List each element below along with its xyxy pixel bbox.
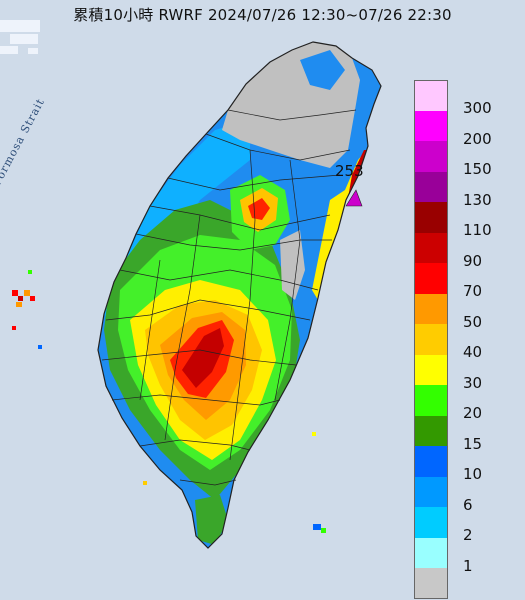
legend-item: 30 [414, 354, 510, 392]
legend-label: 110 [463, 221, 492, 239]
legend-swatch [414, 141, 448, 172]
legend-item: 15 [414, 415, 510, 453]
legend-swatch [414, 80, 448, 111]
legend-item: 130 [414, 171, 510, 209]
legend-label: 10 [463, 465, 483, 483]
sea-echoes [12, 270, 326, 533]
legend-item: 1 [414, 537, 510, 575]
legend-item: 20 [414, 385, 510, 422]
legend-item: 200 [414, 110, 510, 148]
legend-item: 50 [414, 293, 510, 331]
legend-item: 70 [414, 263, 510, 300]
legend-swatch [414, 354, 448, 385]
district-boundaries [101, 109, 357, 486]
legend-item: 10 [414, 446, 510, 483]
legend-swatch [414, 446, 448, 477]
legend-swatch [414, 324, 448, 355]
legend-item: 150 [414, 141, 510, 178]
legend-label: 70 [463, 282, 483, 300]
legend-item [414, 568, 510, 599]
legend-label: 2 [463, 526, 473, 544]
rain-zone-north-10 [300, 50, 345, 90]
legend-swatch [414, 171, 448, 202]
legend-swatch [414, 415, 448, 446]
legend-swatch [414, 568, 448, 599]
legend-label: 6 [463, 495, 473, 514]
legend-label: 40 [463, 343, 483, 361]
legend-label: 150 [463, 160, 492, 178]
legend-label: 300 [463, 99, 492, 117]
legend-swatch [414, 385, 448, 416]
rain-zone-south [195, 495, 228, 545]
max-marker-icon [345, 189, 363, 207]
legend-swatch [414, 507, 448, 538]
legend-label: 90 [463, 251, 483, 270]
legend-label: 200 [463, 129, 492, 148]
legend-swatch [414, 263, 448, 294]
legend-label: 1 [463, 556, 473, 575]
legend-swatch [414, 202, 448, 233]
legend-label: 15 [463, 434, 483, 453]
legend-label: 130 [463, 190, 492, 209]
legend-item: 40 [414, 324, 510, 361]
legend-item: 110 [414, 202, 510, 239]
map-title: 累積10小時 RWRF 2024/07/26 12:30~07/26 22:30 [73, 6, 452, 24]
rain-zone-90 [182, 328, 224, 388]
legend-label: 20 [463, 404, 483, 422]
max-value-label: 253 [335, 162, 364, 180]
legend-swatch [414, 232, 448, 263]
cloud-clutter [0, 20, 40, 54]
legend-item: 300 [414, 80, 510, 117]
legend-swatch [414, 293, 448, 324]
legend-swatch [414, 537, 448, 568]
legend-label: 50 [463, 312, 483, 331]
legend-item: 6 [414, 476, 510, 514]
legend-label: 30 [463, 373, 483, 392]
island-outline [97, 41, 382, 549]
legend-swatch [414, 110, 448, 141]
legend-item: 90 [414, 232, 510, 270]
color-legend: 300 200 150 130 110 90 70 50 40 30 20 15 10 6 2 1 [414, 80, 510, 599]
legend-swatch [414, 476, 448, 507]
legend-item: 2 [414, 507, 510, 544]
